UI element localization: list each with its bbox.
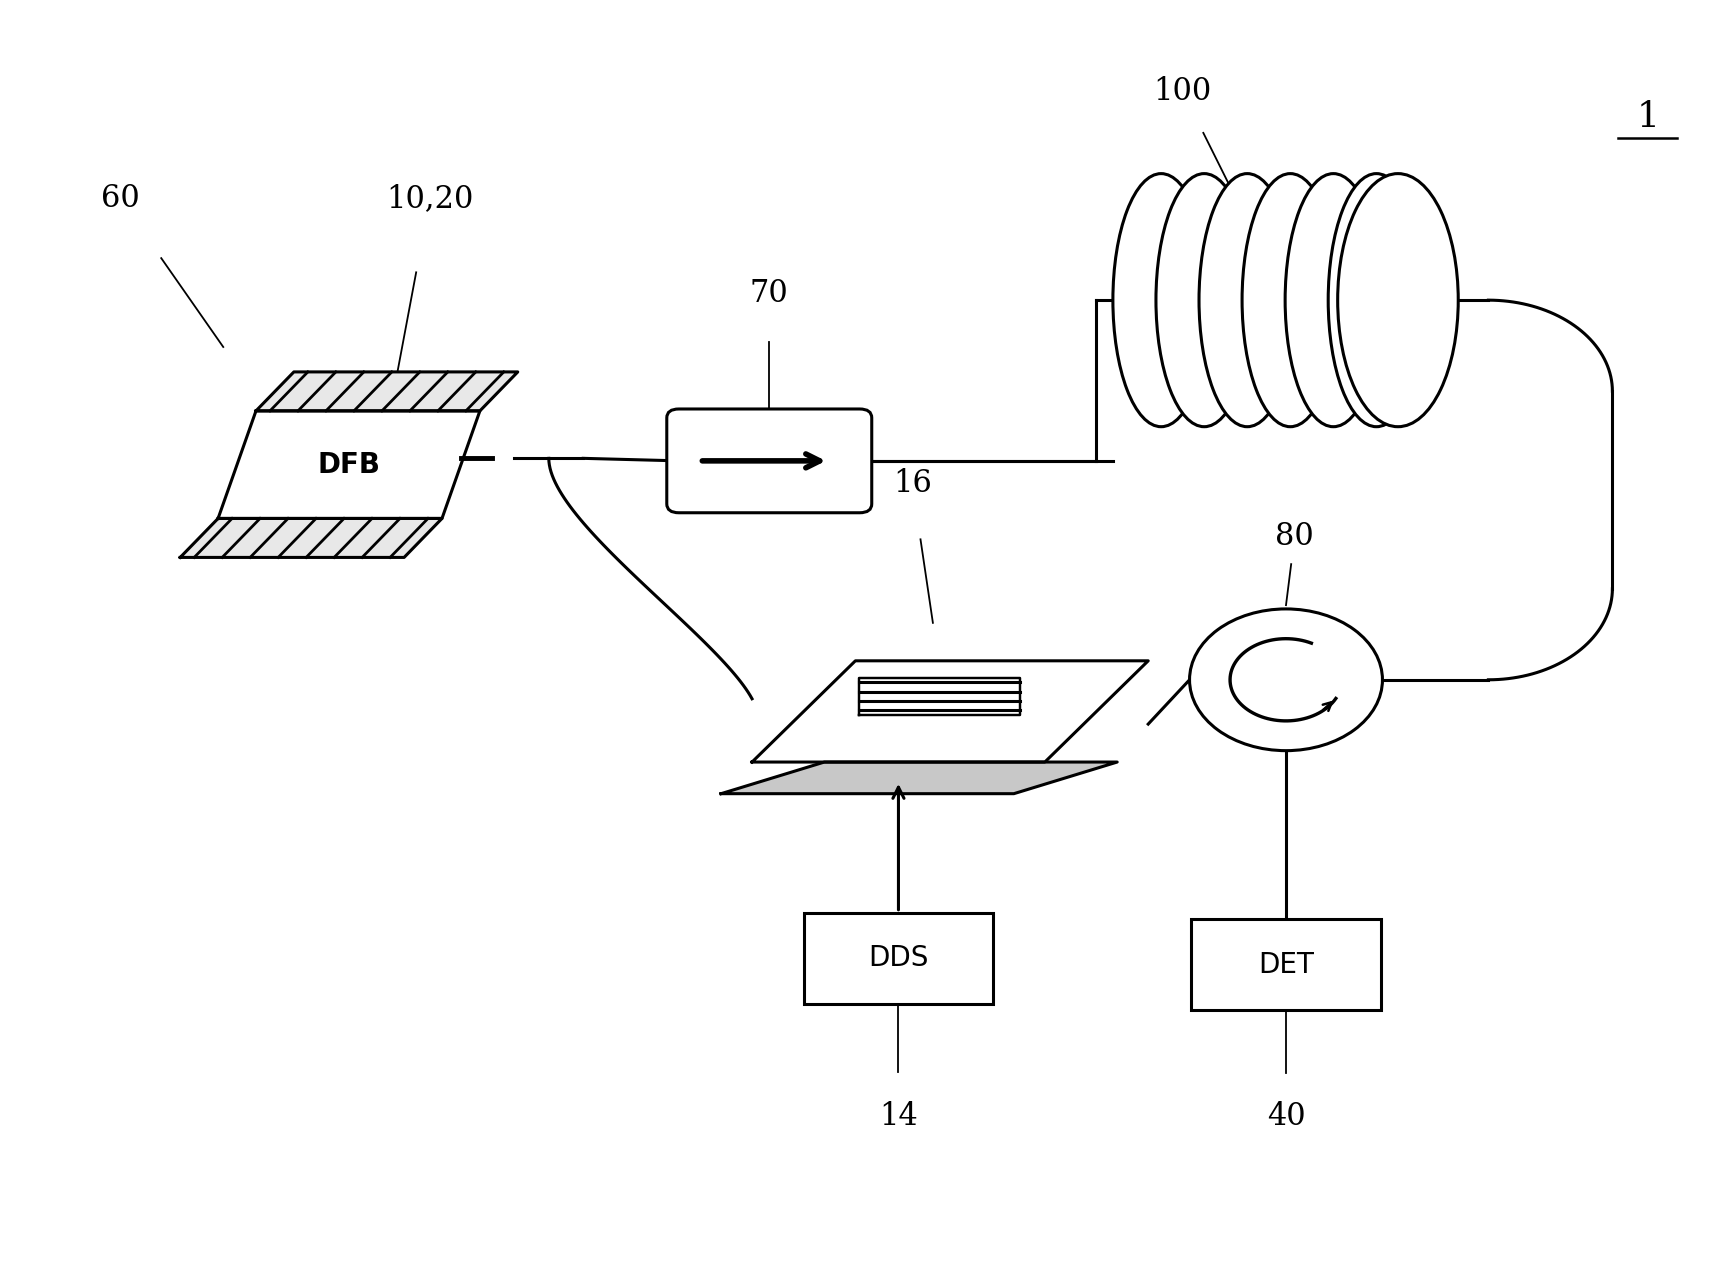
Polygon shape [180, 519, 442, 558]
Ellipse shape [1337, 174, 1458, 427]
FancyBboxPatch shape [804, 913, 994, 1004]
Text: 1: 1 [1636, 99, 1659, 133]
Text: 14: 14 [880, 1101, 918, 1132]
Text: 16: 16 [893, 468, 931, 500]
Circle shape [1189, 609, 1382, 751]
Text: DFB: DFB [318, 451, 380, 479]
Ellipse shape [1286, 174, 1382, 427]
FancyBboxPatch shape [1191, 919, 1381, 1010]
Ellipse shape [1329, 174, 1424, 427]
Text: DET: DET [1258, 951, 1313, 979]
Text: 10,20: 10,20 [387, 183, 473, 215]
Ellipse shape [1113, 174, 1210, 427]
Polygon shape [218, 411, 480, 519]
Ellipse shape [1242, 174, 1339, 427]
Text: 70: 70 [750, 278, 788, 309]
Text: 60: 60 [100, 183, 140, 215]
Polygon shape [721, 763, 1118, 793]
Text: 100: 100 [1154, 76, 1211, 107]
Ellipse shape [1156, 174, 1253, 427]
Text: 40: 40 [1267, 1101, 1305, 1132]
Polygon shape [256, 372, 518, 411]
Ellipse shape [1199, 174, 1296, 427]
Text: DDS: DDS [867, 944, 928, 972]
Text: 80: 80 [1275, 521, 1313, 553]
Polygon shape [752, 661, 1147, 763]
FancyBboxPatch shape [667, 409, 871, 512]
